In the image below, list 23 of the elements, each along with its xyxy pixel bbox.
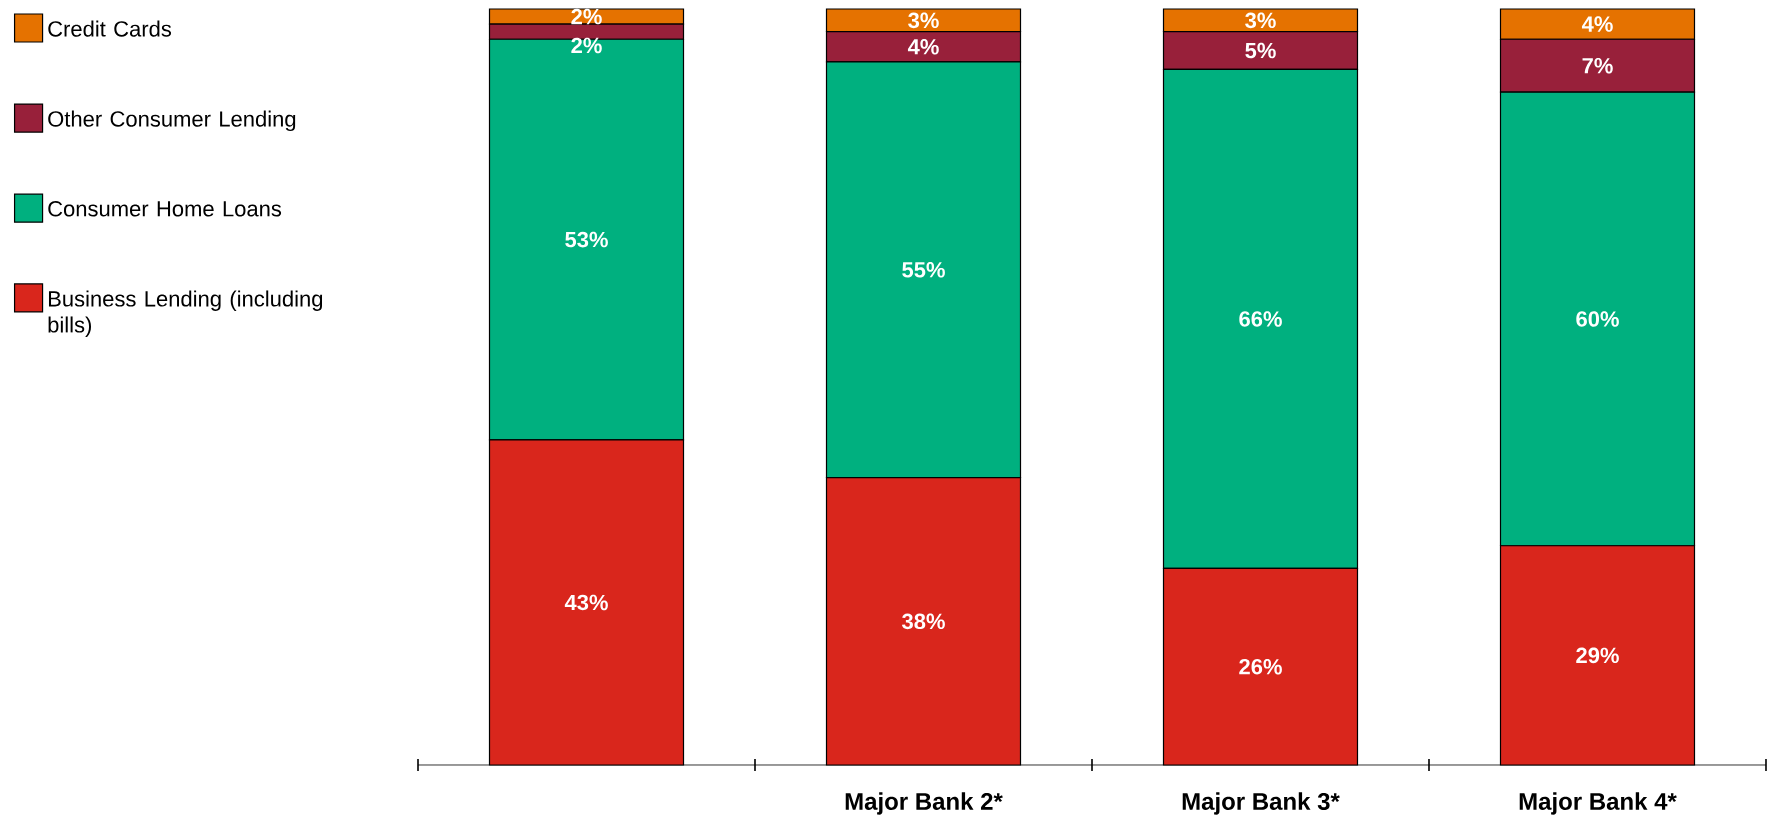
- data-label: 4%: [907, 39, 939, 55]
- x-tick-label: Major Bank 2*: [845, 792, 1003, 815]
- data-label: 66%: [1239, 311, 1282, 327]
- data-label: 3%: [908, 12, 939, 29]
- legend-label: Credit Cards: [48, 20, 172, 37]
- data-label: 53%: [565, 231, 608, 248]
- data-label: 4%: [1581, 16, 1613, 32]
- x-tick-label: Major Bank 4*: [1519, 792, 1677, 815]
- data-label: 2%: [571, 8, 602, 25]
- data-label: 2%: [571, 37, 602, 54]
- data-label: 38%: [901, 613, 945, 630]
- legend-label: Business Lending (including bills): [48, 290, 323, 337]
- data-label: 7%: [1582, 57, 1613, 74]
- data-label: 3%: [1245, 12, 1276, 29]
- data-label: 55%: [902, 262, 945, 278]
- data-label: 60%: [1576, 311, 1619, 327]
- data-label: 29%: [1576, 647, 1619, 664]
- x-tick-label: Major Bank 3*: [1182, 792, 1340, 815]
- legend-label: Consumer Home Loans: [48, 200, 282, 217]
- data-label: 43%: [564, 594, 608, 611]
- data-label: 5%: [1245, 42, 1276, 59]
- legend-label: Other Consumer Lending: [48, 110, 296, 132]
- data-label: 26%: [1239, 658, 1282, 675]
